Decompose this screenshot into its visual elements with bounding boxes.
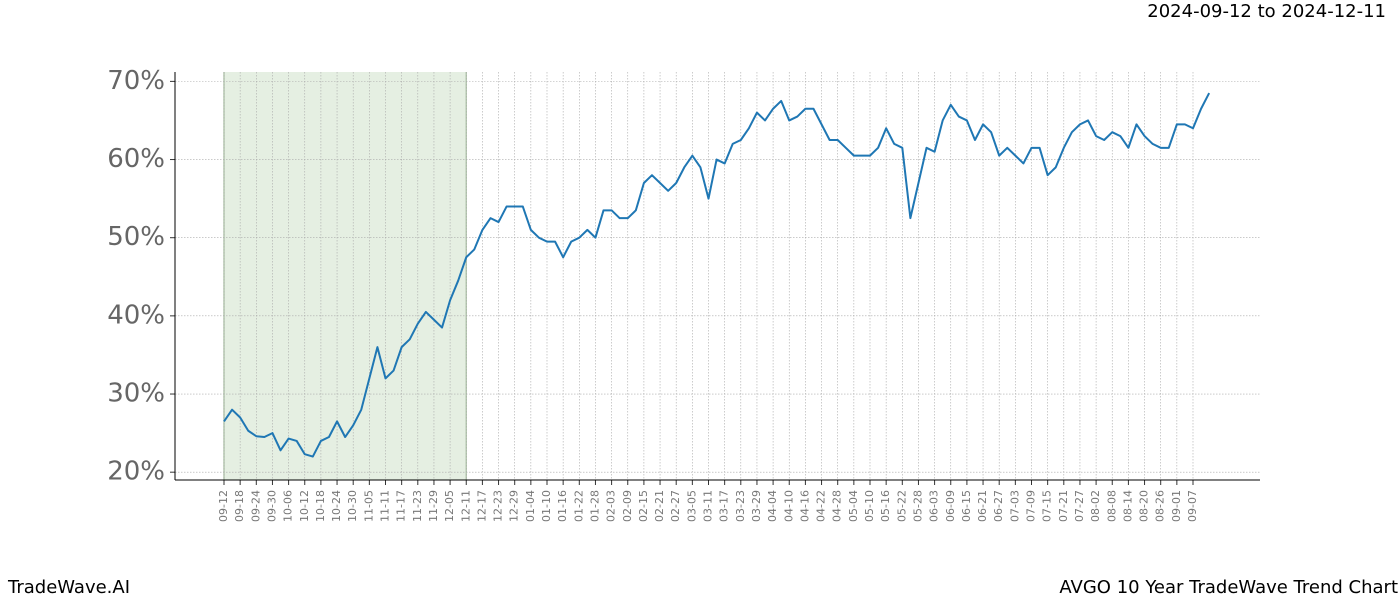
x-tick-label: 06-15 xyxy=(960,490,973,522)
x-tick-label: 07-03 xyxy=(1008,490,1021,522)
x-tick-label: 04-22 xyxy=(815,490,828,522)
x-tick-label: 10-18 xyxy=(314,490,327,522)
x-tick-label: 10-24 xyxy=(330,490,343,522)
y-tick-label: 60% xyxy=(107,144,165,174)
x-tick-label: 06-03 xyxy=(928,490,941,522)
x-tick-label: 12-05 xyxy=(443,490,456,522)
x-tick-label: 09-01 xyxy=(1170,490,1183,522)
x-tick-label: 09-12 xyxy=(217,490,230,522)
x-tick-label: 05-16 xyxy=(879,490,892,522)
x-tick-label: 04-16 xyxy=(798,490,811,522)
y-tick-label: 70% xyxy=(107,66,165,96)
x-tick-label: 12-11 xyxy=(459,490,472,522)
y-tick-label: 40% xyxy=(107,300,165,330)
brand: TradeWave.AI xyxy=(7,577,130,598)
x-tick-label: 03-17 xyxy=(718,490,731,522)
x-tick-label: 03-23 xyxy=(734,490,747,522)
x-tick-label: 02-21 xyxy=(653,490,666,522)
x-tick-label: 12-17 xyxy=(475,490,488,522)
x-tick-label: 08-20 xyxy=(1138,490,1151,522)
x-tick-label: 01-22 xyxy=(572,490,585,522)
x-tick-label: 02-03 xyxy=(605,490,618,522)
x-tick-label: 01-04 xyxy=(524,490,537,522)
chart-caption: AVGO 10 Year TradeWave Trend Chart xyxy=(1059,577,1398,598)
x-tick-label: 10-30 xyxy=(346,490,359,522)
x-tick-label: 06-09 xyxy=(944,490,957,522)
x-tick-label: 07-15 xyxy=(1041,490,1054,522)
x-tick-label: 07-21 xyxy=(1057,490,1070,522)
x-tick-label: 03-29 xyxy=(750,490,763,522)
x-tick-label: 10-12 xyxy=(298,490,311,522)
x-tick-label: 10-06 xyxy=(282,490,295,522)
x-tick-label: 04-04 xyxy=(766,490,779,522)
x-tick-label: 02-09 xyxy=(621,490,634,522)
x-tick-label: 08-14 xyxy=(1121,490,1134,522)
date-range: 2024-09-12 to 2024-12-11 xyxy=(1147,1,1386,22)
x-tick-label: 07-09 xyxy=(1025,490,1038,522)
x-tick-label: 11-29 xyxy=(427,490,440,522)
highlight-band xyxy=(224,72,467,480)
x-tick-label: 02-27 xyxy=(669,490,682,522)
x-tick-label: 04-10 xyxy=(782,490,795,522)
x-tick-label: 09-07 xyxy=(1186,490,1199,522)
x-tick-label: 09-24 xyxy=(249,490,262,522)
x-tick-label: 09-18 xyxy=(233,490,246,522)
x-tick-label: 09-30 xyxy=(265,490,278,522)
x-tick-label: 05-22 xyxy=(895,490,908,522)
x-tick-label: 12-29 xyxy=(508,490,521,522)
x-tick-label: 02-15 xyxy=(637,490,650,522)
x-tick-label: 03-05 xyxy=(685,490,698,522)
y-tick-label: 20% xyxy=(107,457,165,487)
y-tick-label: 50% xyxy=(107,222,165,252)
x-tick-label: 04-28 xyxy=(831,490,844,522)
x-tick-label: 08-26 xyxy=(1154,490,1167,522)
x-tick-label: 03-11 xyxy=(702,490,715,522)
x-tick-label: 08-08 xyxy=(1105,490,1118,522)
x-tick-label: 05-04 xyxy=(847,490,860,522)
x-tick-label: 05-10 xyxy=(863,490,876,522)
x-tick-label: 11-05 xyxy=(362,490,375,522)
x-tick-label: 11-23 xyxy=(411,490,424,522)
y-tick-label: 30% xyxy=(107,379,165,409)
x-tick-label: 11-17 xyxy=(395,490,408,522)
x-tick-label: 12-23 xyxy=(492,490,505,522)
x-tick-label: 06-27 xyxy=(992,490,1005,522)
x-tick-label: 06-21 xyxy=(976,490,989,522)
x-tick-label: 08-02 xyxy=(1089,490,1102,522)
x-tick-label: 11-11 xyxy=(379,490,392,522)
series-line xyxy=(223,92,1211,458)
x-tick-label: 01-28 xyxy=(588,490,601,522)
x-tick-label: 01-10 xyxy=(540,490,553,522)
x-tick-label: 07-27 xyxy=(1073,490,1086,522)
x-tick-label: 05-28 xyxy=(911,490,924,522)
x-tick-label: 01-16 xyxy=(556,490,569,522)
